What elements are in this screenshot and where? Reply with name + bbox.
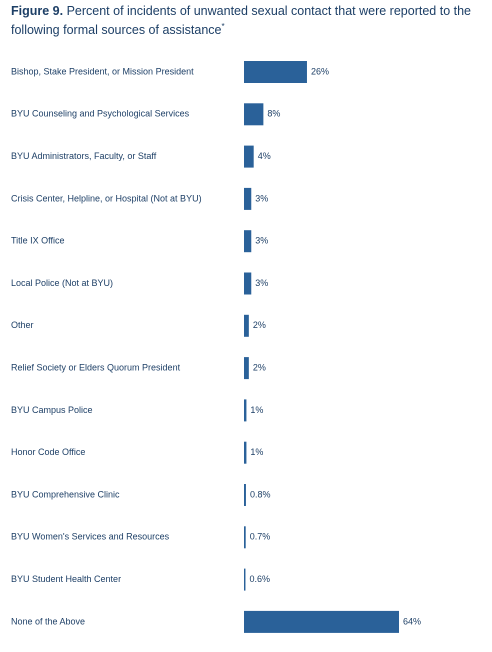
value-label: 3% — [255, 193, 268, 203]
category-label: Other — [11, 320, 34, 330]
category-label: BYU Counseling and Psychological Service… — [11, 109, 190, 119]
value-label: 0.8% — [250, 489, 271, 499]
value-label: 0.7% — [250, 532, 271, 542]
bar — [244, 526, 246, 549]
value-label: 3% — [255, 278, 268, 288]
bar — [244, 230, 252, 253]
bar — [244, 568, 246, 591]
bar — [244, 484, 246, 506]
bar — [244, 357, 249, 380]
bar — [244, 187, 252, 210]
category-label: None of the Above — [11, 616, 85, 626]
value-label: 26% — [311, 66, 329, 76]
title-text: Percent of incidents of unwanted sexual … — [11, 4, 471, 38]
bar — [244, 610, 399, 633]
title-note: * — [221, 22, 225, 31]
category-label: Bishop, Stake President, or Mission Pres… — [11, 66, 194, 76]
value-label: 0.6% — [249, 574, 270, 584]
bar — [244, 441, 247, 464]
bar — [244, 314, 249, 337]
bar — [244, 103, 264, 126]
value-label: 1% — [250, 447, 263, 457]
category-label: BYU Women's Services and Resources — [11, 532, 170, 542]
value-label: 1% — [250, 405, 263, 415]
bar — [244, 399, 247, 422]
category-label: Crisis Center, Helpline, or Hospital (No… — [11, 193, 202, 203]
value-label: 8% — [267, 109, 280, 119]
category-label: Title IX Office — [11, 236, 65, 246]
bar — [244, 61, 307, 83]
value-label: 2% — [253, 320, 266, 330]
category-label: BYU Student Health Center — [11, 574, 121, 584]
value-label: 64% — [403, 616, 421, 626]
value-label: 4% — [258, 151, 271, 161]
title-label: Figure 9. — [11, 4, 64, 18]
category-label: Relief Society or Elders Quorum Presiden… — [11, 362, 181, 372]
category-label: Honor Code Office — [11, 447, 85, 457]
category-label: Local Police (Not at BYU) — [11, 278, 113, 288]
category-label: BYU Comprehensive Clinic — [11, 489, 120, 499]
value-label: 2% — [253, 362, 266, 372]
chart-title: Figure 9. Percent of incidents of unwant… — [11, 4, 486, 38]
category-label: BYU Campus Police — [11, 405, 93, 415]
category-label: BYU Administrators, Faculty, or Staff — [11, 151, 157, 161]
value-label: 3% — [255, 236, 268, 246]
bar — [244, 145, 254, 168]
bar — [244, 272, 252, 295]
